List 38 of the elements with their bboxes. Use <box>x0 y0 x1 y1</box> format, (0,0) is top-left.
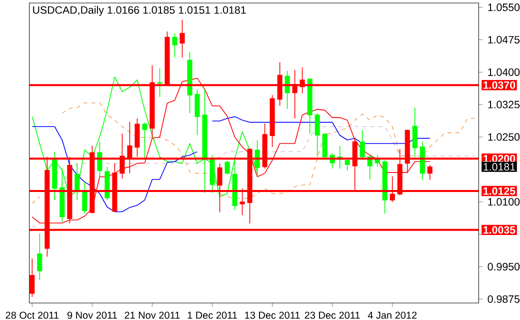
candlestick <box>172 32 178 58</box>
x-tick-label: 9 Nov 2011 <box>67 312 117 319</box>
y-tick-label: 1.0325 <box>488 100 520 108</box>
chart-title: USDCAD,Daily 1.0166 1.0185 1.0151 1.0181 <box>33 6 246 16</box>
y-tick-label: 1.0550 <box>488 4 520 12</box>
candlestick <box>360 130 365 160</box>
y-tick-label: 1.0475 <box>488 36 520 44</box>
y-tick-label: 1.0250 <box>488 133 520 141</box>
candlestick <box>180 19 185 58</box>
text: 1.0181 <box>484 163 516 171</box>
candlestick <box>284 70 290 110</box>
candlestick <box>97 141 102 178</box>
candlestick <box>37 232 42 280</box>
x-tick-label: 23 Dec 2011 <box>304 312 360 319</box>
y-tick-label: 1.0400 <box>488 68 520 76</box>
candlestick <box>30 258 35 298</box>
x-tick-label: 1 Dec 2011 <box>188 312 237 319</box>
candlestick <box>374 154 380 168</box>
candlestick <box>427 164 432 180</box>
candlestick <box>157 68 162 98</box>
y-tick-label: 1.0100 <box>488 198 520 206</box>
candlestick <box>412 107 418 158</box>
ref-line-label: 1.0125 <box>484 187 516 195</box>
x-tick-label: 13 Dec 2011 <box>245 312 300 319</box>
candlestick <box>142 122 148 160</box>
x-tick-label: 28 Oct 2011 <box>6 312 59 319</box>
candlestick <box>194 89 200 136</box>
candlestick <box>344 158 350 171</box>
y-tick-label: 0.9950 <box>488 262 520 270</box>
candlestick <box>314 112 320 158</box>
x-tick-label: 4 Jan 2012 <box>368 312 417 319</box>
x-tick-label: 21 Nov 2011 <box>124 312 180 319</box>
ref-line-label: 1.0035 <box>484 226 516 234</box>
candlestick <box>82 182 88 214</box>
candlestick <box>322 132 328 160</box>
y-tick-label: 0.9875 <box>488 295 520 303</box>
ref-line-label: 1.0370 <box>484 81 516 89</box>
candlestick <box>224 160 230 175</box>
